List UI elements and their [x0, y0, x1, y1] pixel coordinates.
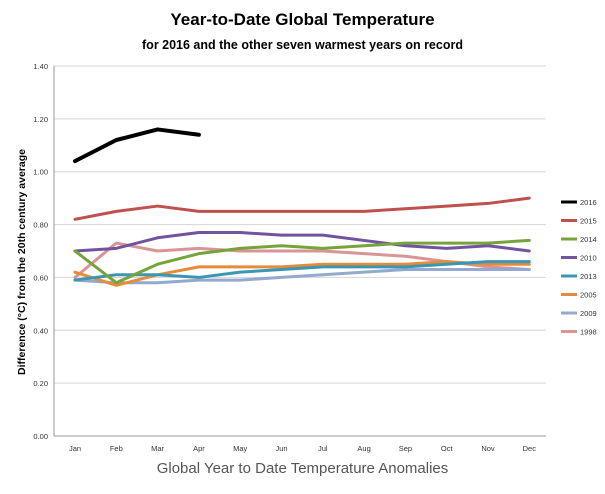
- legend-label-1998: 1998: [580, 328, 597, 337]
- x-axis-ticks: Jan Feb Mar Apr May Jun Jul Aug Sep Oct Nov Dec: [69, 444, 536, 453]
- x-tick-label: Dec: [523, 444, 537, 453]
- grid: [53, 65, 546, 437]
- x-tick-label: Oct: [441, 444, 454, 453]
- x-tick-label: Jun: [275, 444, 287, 453]
- x-tick-label: Aug: [357, 444, 370, 453]
- y-tick-label: 1.00: [33, 168, 48, 177]
- x-tick-label: Sep: [399, 444, 412, 453]
- y-tick-label: 0.00: [33, 432, 48, 441]
- series-line-2015: [73, 196, 531, 221]
- legend-label-2015: 2015: [580, 217, 597, 226]
- legend: 2016 2015 2014 2010 2013 2005 2009 1998: [561, 198, 597, 337]
- chart-title: Year-to-Date Global Temperature: [170, 10, 435, 29]
- x-tick-label: Mar: [151, 444, 164, 453]
- series-line-2014: [73, 238, 531, 285]
- legend-label-2005: 2005: [580, 291, 597, 300]
- y-tick-label: 0.80: [33, 221, 48, 230]
- chart-subtitle: for 2016 and the other seven warmest yea…: [142, 38, 463, 52]
- y-tick-label: 0.60: [33, 273, 48, 282]
- x-tick-label: Feb: [110, 444, 123, 453]
- legend-label-2014: 2014: [580, 235, 597, 244]
- series-line-2016: [73, 127, 201, 164]
- y-tick-label: 1.40: [33, 62, 48, 71]
- y-axis-ticks: 0.00 0.20 0.40 0.60 0.80 1.00 1.20 1.40: [33, 62, 48, 441]
- y-tick-label: 0.40: [33, 326, 48, 335]
- legend-label-2009: 2009: [580, 309, 597, 318]
- x-tick-label: May: [233, 444, 247, 453]
- series-line-2005: [73, 260, 531, 287]
- x-tick-label: Jan: [69, 444, 81, 453]
- x-tick-label: Jul: [318, 444, 328, 453]
- legend-label-2010: 2010: [580, 254, 597, 263]
- series-line-2010: [73, 231, 531, 253]
- x-tick-label: Nov: [481, 444, 495, 453]
- series-lines: [73, 127, 531, 287]
- legend-label-2016: 2016: [580, 198, 597, 207]
- x-tick-label: Apr: [193, 444, 205, 453]
- chart-caption: Global Year to Date Temperature Anomalie…: [156, 460, 449, 477]
- legend-label-2013: 2013: [580, 272, 597, 281]
- series-line-2013: [73, 260, 531, 282]
- series-line-2009: [73, 268, 531, 285]
- y-tick-label: 1.20: [33, 115, 48, 124]
- y-tick-label: 0.20: [33, 379, 48, 388]
